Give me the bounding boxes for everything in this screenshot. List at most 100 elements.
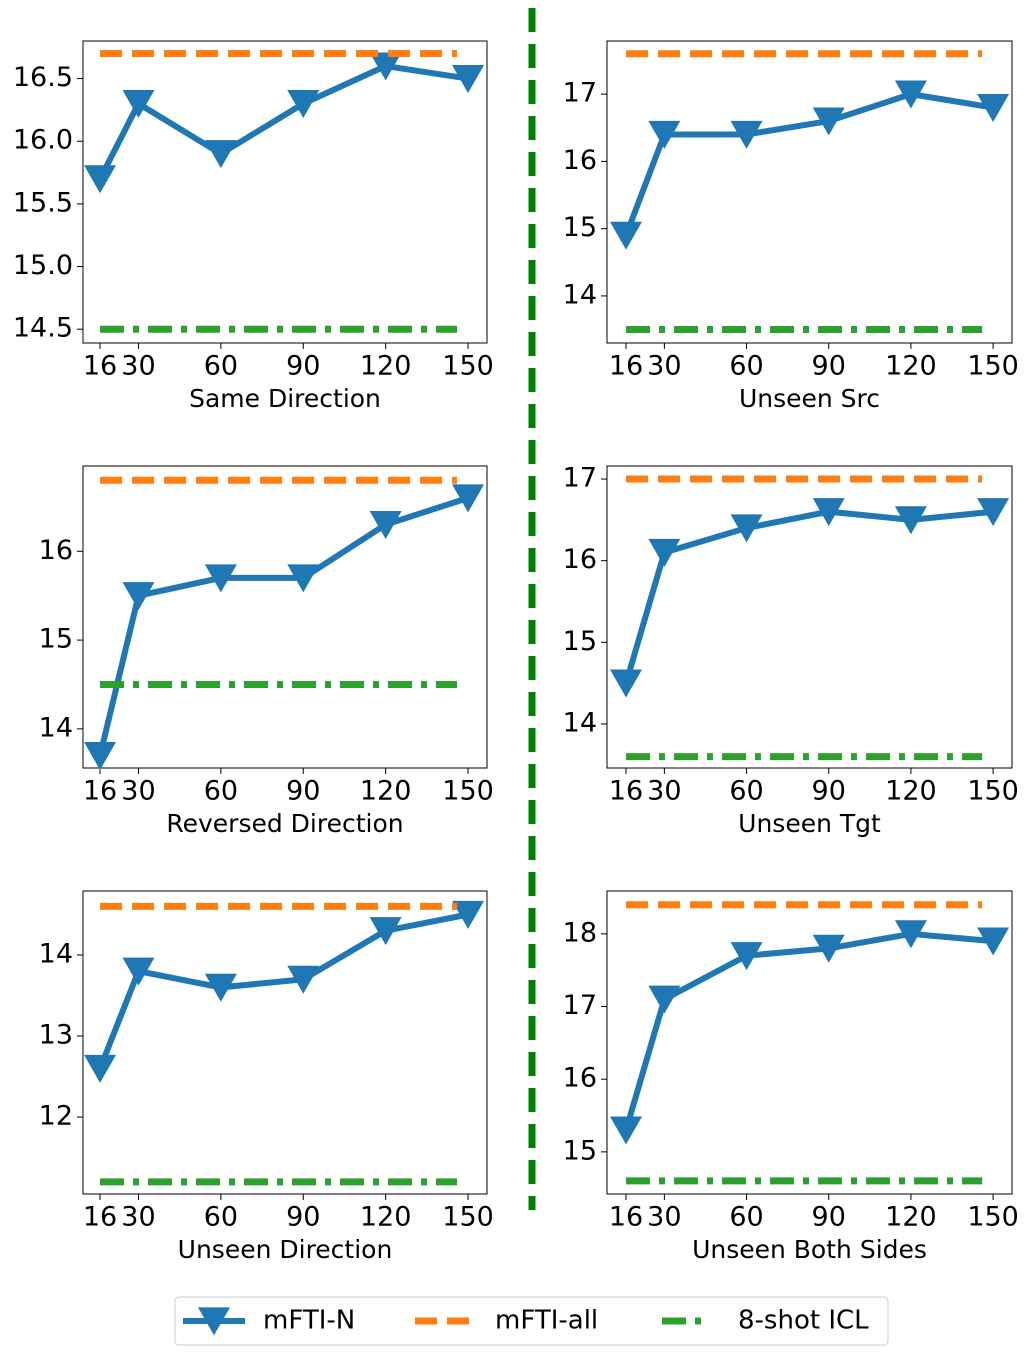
- marker: [730, 942, 763, 971]
- y-tick-label: 15.5: [13, 187, 73, 218]
- x-axis-label: Unseen Direction: [178, 1235, 393, 1264]
- y-tick-label: 16.0: [13, 125, 73, 156]
- marker: [894, 506, 927, 535]
- x-tick-label: 60: [729, 351, 763, 382]
- marker: [977, 93, 1010, 122]
- marker: [122, 582, 155, 611]
- x-tick-label: 60: [204, 1202, 238, 1233]
- y-tick-label: 14: [563, 707, 597, 738]
- marker: [452, 484, 485, 513]
- plot-area: [82, 890, 488, 1195]
- y-tick-label: 16: [563, 145, 597, 176]
- y-tick-label: 12: [39, 1101, 73, 1132]
- y-tick-label: 13: [39, 1020, 73, 1051]
- y-tick-label: 15: [39, 624, 73, 655]
- plot-area: [82, 40, 488, 344]
- y-tick-label: 15: [563, 626, 597, 657]
- x-tick-label: 90: [286, 776, 320, 807]
- plot-area: [606, 40, 1013, 344]
- x-axis-label: Reversed Direction: [166, 809, 403, 838]
- y-tick-label: 16: [563, 544, 597, 575]
- marker: [977, 927, 1010, 956]
- marker: [812, 934, 845, 963]
- marker: [122, 90, 155, 119]
- x-tick-label: 90: [812, 351, 846, 382]
- x-tick-label: 16: [83, 351, 117, 382]
- y-tick-label: 17: [563, 990, 597, 1021]
- y-tick-label: 14: [39, 712, 73, 743]
- y-tick-label: 14.5: [13, 313, 73, 344]
- marker: [730, 514, 763, 543]
- x-tick-label: 120: [885, 351, 937, 382]
- marker: [369, 52, 402, 81]
- x-tick-label: 60: [729, 776, 763, 807]
- x-tick-label: 90: [286, 351, 320, 382]
- marker: [369, 511, 402, 540]
- x-tick-label: 90: [812, 1202, 846, 1233]
- legend-label: mFTI-N: [263, 1306, 355, 1336]
- x-tick-label: 30: [121, 351, 155, 382]
- x-tick-label: 30: [647, 351, 681, 382]
- x-tick-label: 90: [286, 1202, 320, 1233]
- x-tick-label: 60: [204, 351, 238, 382]
- series-line: [97, 495, 469, 757]
- marker: [287, 965, 320, 994]
- y-tick-label: 14: [563, 279, 597, 310]
- legend-label: 8-shot ICL: [738, 1306, 869, 1336]
- marker: [84, 1054, 117, 1083]
- y-tick-label: 18: [563, 917, 597, 948]
- x-tick-label: 16: [609, 776, 643, 807]
- y-tick-label: 16.5: [13, 62, 73, 93]
- x-tick-label: 150: [442, 776, 494, 807]
- marker: [84, 165, 117, 194]
- marker: [204, 564, 237, 593]
- y-tick-label: 17: [563, 78, 597, 109]
- y-tick-label: 16: [39, 535, 73, 566]
- x-tick-label: 30: [647, 1202, 681, 1233]
- marker: [648, 985, 681, 1014]
- series-line: [623, 930, 994, 1131]
- x-tick-label: 120: [885, 1202, 937, 1233]
- legend-label: mFTI-all: [495, 1306, 598, 1336]
- x-tick-label: 150: [967, 776, 1019, 807]
- x-tick-label: 16: [609, 351, 643, 382]
- marker: [204, 140, 237, 169]
- marker: [452, 900, 485, 929]
- x-tick-label: 16: [83, 776, 117, 807]
- y-tick-label: 16: [563, 1063, 597, 1094]
- marker: [610, 1116, 643, 1145]
- x-axis-label: Unseen Both Sides: [692, 1235, 927, 1264]
- y-tick-label: 14: [39, 939, 73, 970]
- plot-area: [606, 890, 1013, 1195]
- marker: [122, 957, 155, 986]
- marker: [812, 498, 845, 527]
- marker: [894, 920, 927, 949]
- x-tick-label: 60: [729, 1202, 763, 1233]
- x-tick-label: 150: [442, 351, 494, 382]
- y-tick-label: 15: [563, 212, 597, 243]
- x-tick-label: 30: [647, 776, 681, 807]
- x-tick-label: 150: [967, 1202, 1019, 1233]
- marker: [452, 64, 485, 93]
- marker: [894, 80, 927, 109]
- marker: [84, 741, 117, 770]
- plot-area: [606, 465, 1013, 769]
- marker: [812, 107, 845, 136]
- series-line: [97, 911, 469, 1070]
- marker: [610, 669, 643, 698]
- x-tick-label: 30: [121, 776, 155, 807]
- x-tick-label: 16: [609, 1202, 643, 1233]
- y-tick-label: 17: [563, 463, 597, 494]
- x-axis-label: Same Direction: [189, 384, 381, 413]
- marker: [648, 538, 681, 567]
- marker: [610, 221, 643, 250]
- x-tick-label: 150: [442, 1202, 494, 1233]
- x-tick-label: 16: [83, 1202, 117, 1233]
- x-axis-label: Unseen Src: [739, 384, 880, 413]
- y-tick-label: 15: [563, 1135, 597, 1166]
- series-line: [97, 62, 469, 181]
- marker: [730, 120, 763, 149]
- x-tick-label: 120: [360, 351, 412, 382]
- y-tick-label: 15.0: [13, 250, 73, 281]
